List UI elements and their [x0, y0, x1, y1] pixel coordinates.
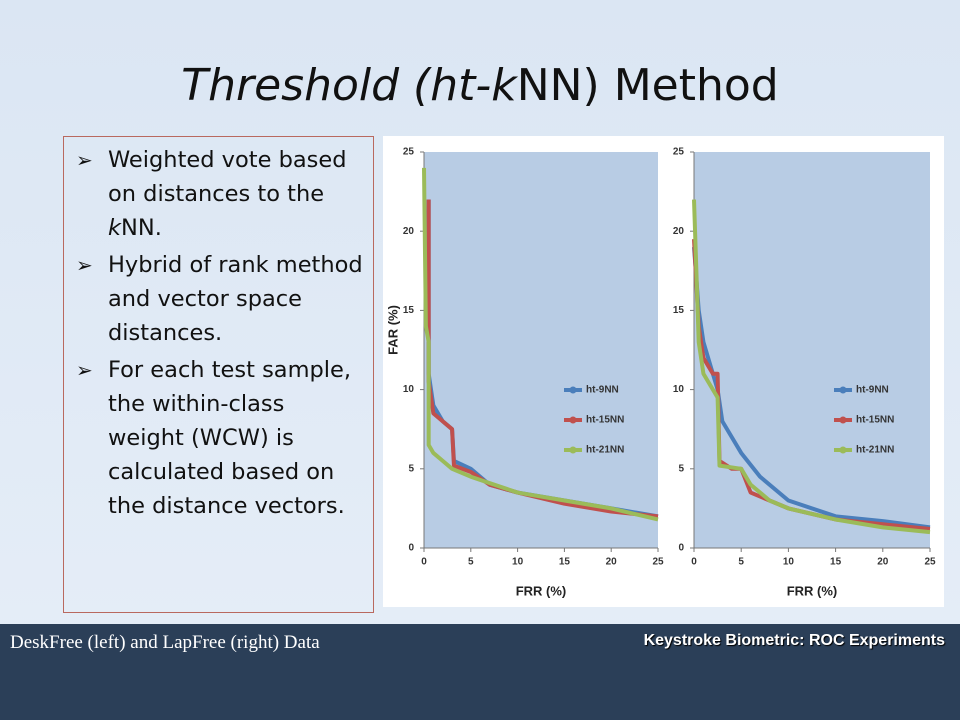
legend-marker — [569, 386, 577, 394]
x-tick-label: 5 — [738, 557, 744, 568]
bullet-text: k — [108, 215, 122, 241]
legend-label: ht-9NN — [856, 385, 889, 396]
x-tick-label: 25 — [924, 557, 936, 568]
y-axis-label: FAR (%) — [385, 305, 400, 355]
footer-right: Keystroke Biometric: ROC Experiments — [643, 632, 945, 649]
bullet: For each test sample, the within-class w… — [76, 353, 365, 523]
slide-title: Threshold (ht-kNN) Method — [0, 60, 960, 111]
footer-left: DeskFree (left) and LapFree (right) Data — [10, 632, 320, 653]
x-tick-label: 10 — [512, 557, 524, 568]
legend-label: ht-9NN — [586, 385, 619, 396]
y-tick-label: 25 — [673, 147, 685, 158]
x-tick-label: 25 — [652, 557, 664, 568]
y-tick-label: 10 — [673, 384, 685, 395]
bullet: Hybrid of rank method and vector space d… — [76, 248, 365, 350]
y-tick-label: 5 — [678, 463, 684, 474]
legend-marker — [839, 416, 847, 424]
y-tick-label: 5 — [408, 463, 414, 474]
y-tick-label: 15 — [673, 305, 685, 316]
x-tick-label: 20 — [877, 557, 889, 568]
x-tick-label: 0 — [421, 557, 427, 568]
legend-marker — [569, 416, 577, 424]
title-italic: Threshold (ht-k — [181, 60, 517, 111]
plot-area — [424, 152, 658, 548]
y-tick-label: 20 — [673, 226, 685, 237]
y-tick-label: 0 — [408, 543, 414, 554]
legend-label: ht-15NN — [856, 415, 894, 426]
x-tick-label: 20 — [606, 557, 618, 568]
bullet-text: For each test sample, the within-class w… — [108, 357, 352, 519]
x-tick-label: 15 — [559, 557, 571, 568]
bullet-text: Hybrid of rank method and vector space d… — [108, 252, 363, 346]
bullet-list: Weighted vote based on distances to the … — [64, 137, 373, 523]
y-tick-label: 15 — [403, 305, 415, 316]
roc-line — [692, 246, 931, 530]
x-tick-label: 10 — [783, 557, 795, 568]
x-tick-label: 5 — [468, 557, 474, 568]
bullet: Weighted vote based on distances to the … — [76, 143, 365, 245]
bullet-text: Weighted vote based on distances to the — [108, 147, 347, 207]
x-axis-label: FRR (%) — [787, 583, 838, 598]
x-axis-label: FRR (%) — [516, 583, 567, 598]
roc-line — [422, 167, 659, 522]
roc-line — [426, 199, 659, 519]
title-roman: NN) Method — [516, 60, 779, 111]
x-tick-label: 15 — [830, 557, 842, 568]
roc-line — [692, 199, 931, 535]
x-tick-label: 0 — [691, 557, 697, 568]
legend-label: ht-15NN — [586, 415, 624, 426]
y-tick-label: 0 — [678, 543, 684, 554]
bullet-text: NN. — [121, 215, 162, 241]
y-tick-label: 25 — [403, 147, 415, 158]
legend-marker — [839, 386, 847, 394]
legend-marker — [569, 446, 577, 454]
bullet-box: Weighted vote based on distances to the … — [63, 136, 374, 613]
legend-label: ht-21NN — [856, 445, 894, 456]
footer: DeskFree (left) and LapFree (right) Data… — [0, 624, 960, 720]
plot-area — [694, 152, 930, 548]
legend-label: ht-21NN — [586, 445, 624, 456]
y-tick-label: 20 — [403, 226, 415, 237]
legend-marker — [839, 446, 847, 454]
y-tick-label: 10 — [403, 384, 415, 395]
